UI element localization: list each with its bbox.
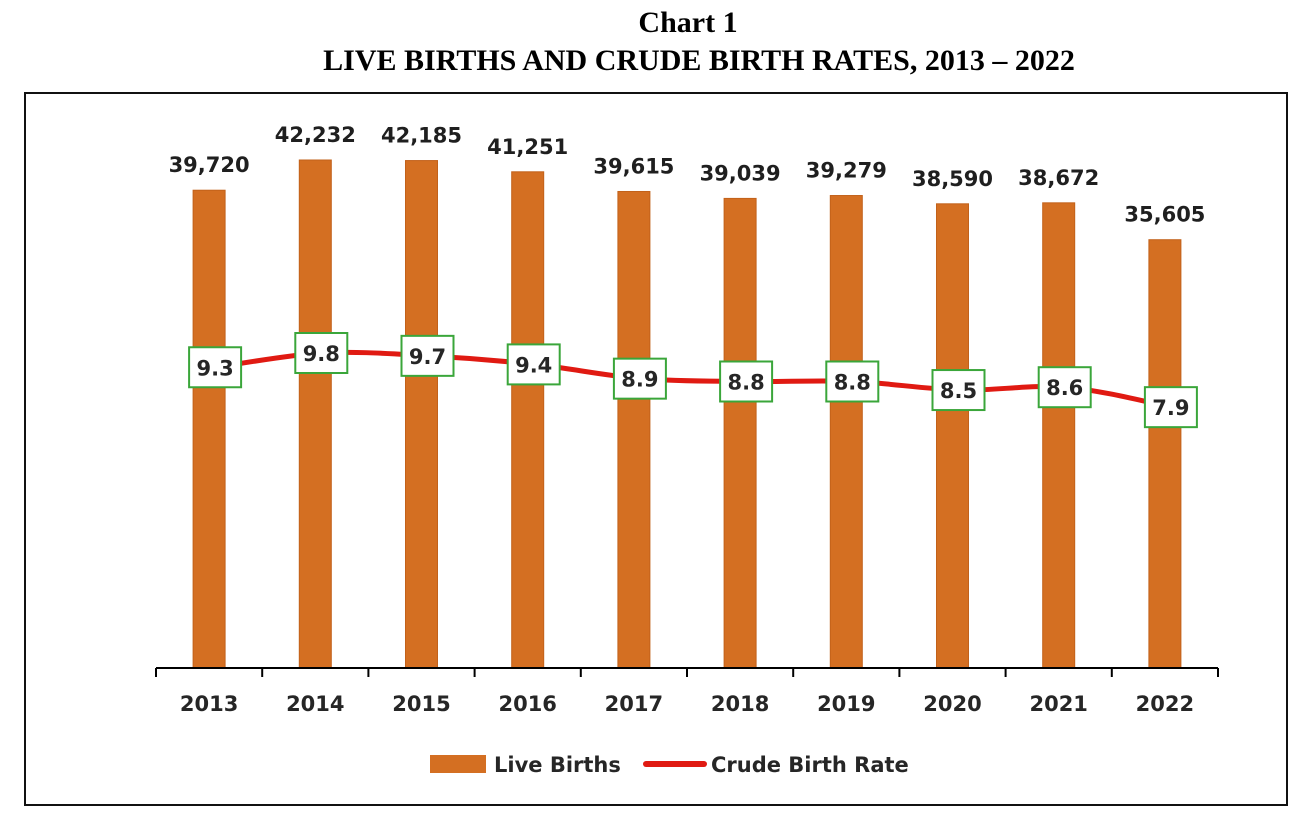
x-tick-label-2016: 2016 bbox=[498, 692, 556, 716]
bar-live-births-2016 bbox=[511, 171, 545, 669]
bar-live-births-2020 bbox=[936, 203, 969, 669]
x-tick-label-2014: 2014 bbox=[286, 692, 344, 716]
legend-label-crude-birth-rate: Crude Birth Rate bbox=[711, 753, 909, 777]
bar-live-births-2015 bbox=[405, 160, 438, 669]
bar-live-births-2014 bbox=[298, 159, 332, 669]
chart-subtitle: LIVE BIRTHS AND CRUDE BIRTH RATES, 2013 … bbox=[323, 44, 1075, 77]
rate-label-box-2020 bbox=[931, 369, 986, 412]
rate-value-label-2020: 8.5 bbox=[940, 379, 977, 403]
x-tick-label-2022: 2022 bbox=[1136, 692, 1194, 716]
bar-value-label-2021: 38,672 bbox=[1018, 166, 1099, 190]
x-tick-label-2013: 2013 bbox=[180, 692, 238, 716]
rate-point-2018: 8.8 bbox=[719, 360, 774, 403]
rate-value-label-2019: 8.8 bbox=[834, 371, 871, 395]
bar-value-label-2018: 39,039 bbox=[700, 161, 781, 185]
rate-label-box-2017 bbox=[612, 357, 667, 400]
rate-point-2014: 9.8 bbox=[294, 332, 349, 374]
crude-birth-rate-line bbox=[213, 349, 1175, 410]
rate-value-label-2015: 9.7 bbox=[409, 345, 446, 369]
rate-value-label-2022: 7.9 bbox=[1152, 396, 1189, 420]
bar-live-births-2013 bbox=[192, 189, 226, 669]
bar-value-label-2017: 39,615 bbox=[593, 154, 674, 178]
bar-live-births-2018 bbox=[723, 197, 757, 669]
rate-point-2021: 8.6 bbox=[1037, 366, 1092, 409]
bar-value-label-2013: 39,720 bbox=[169, 153, 250, 177]
rate-point-2017: 8.9 bbox=[612, 357, 667, 400]
bar-live-births-2021 bbox=[1042, 202, 1076, 669]
bar-value-label-2016: 41,251 bbox=[487, 135, 568, 159]
legend-swatch-live-births bbox=[430, 755, 486, 773]
rate-value-label-2021: 8.6 bbox=[1046, 376, 1083, 400]
rate-point-2013: 9.3 bbox=[188, 346, 243, 389]
rate-value-label-2018: 8.8 bbox=[727, 371, 764, 395]
rate-point-2015: 9.7 bbox=[400, 334, 455, 377]
rate-label-box-2013 bbox=[188, 346, 243, 389]
bar-value-label-2020: 38,590 bbox=[912, 167, 993, 191]
rate-value-label-2014: 9.8 bbox=[303, 342, 340, 366]
rate-point-2020: 8.5 bbox=[931, 369, 986, 412]
rate-label-box-2019 bbox=[825, 360, 880, 403]
x-tick-label-2015: 2015 bbox=[392, 692, 450, 716]
x-tick-label-2019: 2019 bbox=[817, 692, 875, 716]
rate-label-box-2016 bbox=[506, 343, 561, 386]
x-tick-label-2017: 2017 bbox=[605, 692, 663, 716]
chart-frame bbox=[24, 92, 1288, 806]
x-axis: 2013 2014 2015 2016 2017 2018 2019 2020 2021 2022 bbox=[155, 667, 1219, 716]
bar-value-label-2015: 42,185 bbox=[381, 124, 462, 148]
rate-line-layer: 9.3 9.8 9.7 9.4 8.9 8.8 8.8 8.5 8.6 7.9 bbox=[188, 332, 1198, 429]
rate-point-2022: 7.9 bbox=[1143, 386, 1198, 429]
rate-point-2016: 9.4 bbox=[506, 343, 561, 386]
x-tick-label-2018: 2018 bbox=[711, 692, 769, 716]
bar-live-births-2019 bbox=[829, 195, 863, 669]
bar-live-births-2022 bbox=[1148, 239, 1182, 669]
chart-title: Chart 1 bbox=[638, 6, 738, 39]
rate-label-box-2015 bbox=[400, 334, 455, 377]
rate-value-label-2016: 9.4 bbox=[515, 353, 552, 377]
x-tick-label-2021: 2021 bbox=[1029, 692, 1087, 716]
rate-value-label-2017: 8.9 bbox=[621, 368, 658, 392]
bar-value-label-2022: 35,605 bbox=[1124, 203, 1205, 227]
rate-label-box-2022 bbox=[1143, 386, 1198, 429]
rate-label-box-2014 bbox=[294, 332, 349, 374]
rate-label-box-2018 bbox=[719, 360, 774, 403]
rate-value-label-2013: 9.3 bbox=[196, 356, 233, 380]
x-tick-label-2020: 2020 bbox=[923, 692, 981, 716]
legend: Live Births Crude Birth Rate bbox=[430, 753, 909, 777]
bar-live-births-2017 bbox=[617, 190, 651, 669]
bar-value-label-2019: 39,279 bbox=[806, 159, 887, 183]
legend-label-live-births: Live Births bbox=[494, 753, 621, 777]
rate-label-box-2021 bbox=[1037, 366, 1092, 409]
bar-value-label-2014: 42,232 bbox=[275, 123, 356, 147]
bars-layer: 39,720 42,232 42,185 41,251 39,615 39,039 39,2… bbox=[169, 123, 1205, 669]
rate-point-2019: 8.8 bbox=[825, 360, 880, 403]
